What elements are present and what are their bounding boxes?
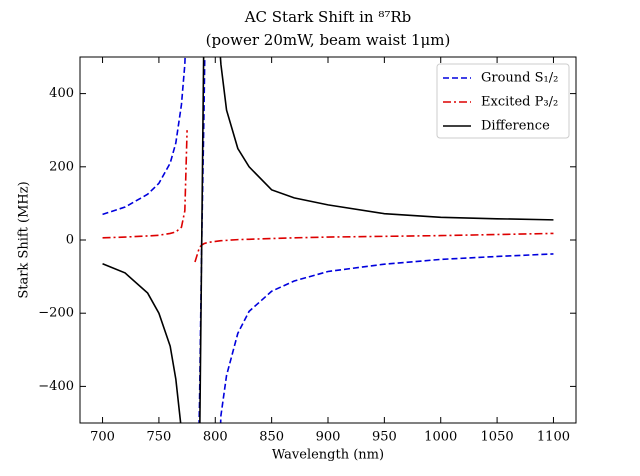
x-tick-label: 900 <box>316 430 341 445</box>
x-tick-label: 950 <box>372 430 397 445</box>
series-line <box>102 57 554 423</box>
y-axis-label: Stark Shift (MHz) <box>17 181 32 298</box>
x-tick-label: 1050 <box>481 430 514 445</box>
x-tick-label: 1100 <box>537 430 570 445</box>
chart-title: AC Stark Shift in ⁸⁷Rb <box>244 8 412 26</box>
legend-label: Excited P₃/₂ <box>481 95 558 110</box>
plot-area <box>102 57 554 423</box>
y-tick-label: −400 <box>38 379 74 394</box>
legend-box <box>436 63 570 139</box>
y-tick-label: 400 <box>49 86 74 101</box>
y-tick-label: −200 <box>38 306 74 321</box>
x-tick-label: 800 <box>203 430 228 445</box>
x-tick-label: 1000 <box>424 430 457 445</box>
y-tick-label: 0 <box>66 233 74 248</box>
x-axis-label: Wavelength (nm) <box>272 448 384 463</box>
x-tick-label: 700 <box>90 430 115 445</box>
legend-label: Ground S₁/₂ <box>481 71 558 86</box>
chart-subtitle: (power 20mW, beam waist 1μm) <box>206 31 451 49</box>
series-line <box>102 57 554 423</box>
x-tick-label: 750 <box>146 430 171 445</box>
x-tick-label: 850 <box>259 430 284 445</box>
legend-label: Difference <box>481 119 550 134</box>
series-line <box>102 130 554 263</box>
y-tick-label: 200 <box>49 159 74 174</box>
